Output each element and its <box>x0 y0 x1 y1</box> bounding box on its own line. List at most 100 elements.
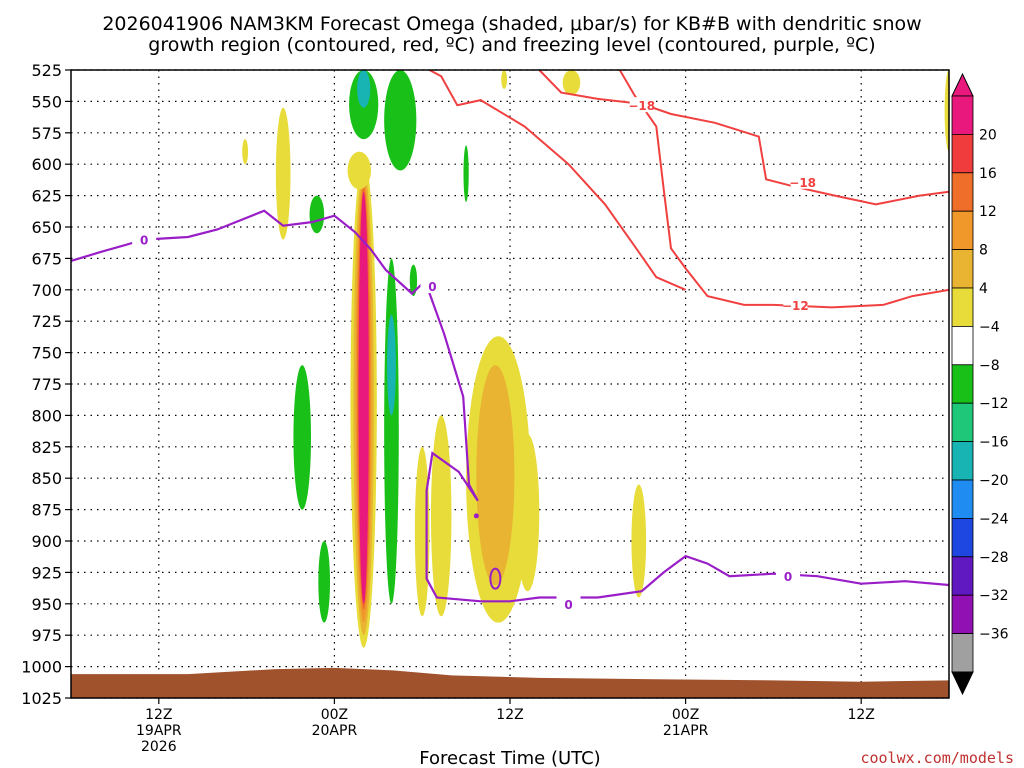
x-tick-label: 00Z <box>321 707 348 723</box>
isotherm-label-bg <box>783 296 808 312</box>
isotherm-label: −18 <box>628 99 655 113</box>
y-tick-label: 875 <box>31 501 62 520</box>
y-tick-label: 575 <box>31 124 62 143</box>
y-tick-label: 850 <box>31 469 62 488</box>
omega-region <box>309 195 325 234</box>
y-tick-label: 725 <box>31 312 62 331</box>
colorbar-tick-label: 4 <box>979 281 988 297</box>
colorbar-tick-label: −32 <box>979 588 1009 604</box>
x-axis-label: Forecast Time (UTC) <box>419 748 600 768</box>
freezing-level-label-bg <box>776 568 801 584</box>
colorbar-tick-label: 8 <box>979 243 988 259</box>
colorbar-swatch <box>951 518 974 558</box>
terrain-surface <box>71 667 949 698</box>
colorbar: 20 16 12 8 4 −4 −8 −12 −16 −20 −24 −28 −32 −36 <box>951 72 1009 696</box>
y-tick-label: 550 <box>31 92 62 111</box>
x-tick-label: 12Z <box>847 707 874 723</box>
y-tick-label: 675 <box>31 249 62 268</box>
y-tick-label: 1000 <box>21 658 62 677</box>
colorbar-swatch <box>951 249 974 289</box>
chart-title-line1: 2026041906 NAM3KM Forecast Omega (shaded… <box>102 13 921 35</box>
x-tick-label: 21APR <box>663 723 709 739</box>
colorbar-tick-label: −28 <box>979 550 1009 566</box>
omega-region <box>501 70 508 89</box>
colorbar-swatch <box>951 402 974 443</box>
y-tick-label: 1025 <box>21 689 62 708</box>
colorbar-tick-label: 12 <box>979 204 997 220</box>
x-tick-label: 2026 <box>141 739 177 755</box>
colorbar-swatch <box>951 556 974 596</box>
isotherm-label-bg <box>790 173 815 189</box>
y-tick-label: 600 <box>31 155 62 174</box>
terrain-fill <box>71 667 949 698</box>
x-tick-label: 19APR <box>136 723 182 739</box>
isotherm-minus18-contour <box>538 70 949 206</box>
isotherm-label: −12 <box>782 299 809 313</box>
omega-region <box>358 191 369 604</box>
y-axis: 525 550 575 600 625 650 675 700 725 750 775 800 825 8… <box>21 61 71 708</box>
y-tick-label: 975 <box>31 626 62 645</box>
colorbar-top-triangle <box>951 72 974 97</box>
colorbar-tick-label: −36 <box>979 627 1009 643</box>
omega-region <box>293 365 311 510</box>
colorbar-swatch <box>951 441 974 481</box>
omega-region <box>476 365 515 585</box>
freezing-level-loop <box>489 567 502 590</box>
y-tick-label: 525 <box>31 61 62 80</box>
freezing-level-dot <box>473 513 479 519</box>
colorbar-tick-label: 16 <box>979 166 997 182</box>
x-tick-label: 00Z <box>672 707 699 723</box>
isotherm-label: −18 <box>789 176 816 190</box>
omega-region <box>275 107 291 240</box>
freezing-level-label: 0 <box>428 280 436 294</box>
colorbar-swatch <box>951 479 974 519</box>
chart-title-line2: growth region (contoured, red, ºC) and f… <box>148 34 875 56</box>
colorbar-swatch <box>951 133 974 174</box>
freezing-level-label: 0 <box>784 570 792 584</box>
omega-shading <box>242 70 949 648</box>
omega-region <box>384 258 399 604</box>
contour-lines: 0 0 0 0 −12 −18 −18 <box>71 70 949 612</box>
grid-lines <box>71 69 949 699</box>
x-tick-label: 20APR <box>312 723 358 739</box>
isotherm-minus12-contour <box>618 70 949 309</box>
x-tick-label: 12Z <box>496 707 523 723</box>
y-tick-label: 800 <box>31 406 62 425</box>
y-tick-label: 625 <box>31 187 62 206</box>
colorbar-tick-label: −16 <box>979 435 1009 451</box>
plot-area: 0 0 0 0 −12 −18 −18 <box>70 69 950 699</box>
omega-region <box>944 70 949 152</box>
omega-region <box>318 541 331 623</box>
credit-text: coolwx.com/models <box>860 749 1014 767</box>
colorbar-bottom-triangle <box>951 671 974 696</box>
colorbar-swatch <box>951 325 974 366</box>
colorbar-tick-label: −4 <box>979 319 1000 335</box>
colorbar-tick-label: −12 <box>979 396 1009 412</box>
isotherm-minus18-contour <box>429 70 686 291</box>
omega-region <box>562 70 581 96</box>
colorbar-swatch <box>951 633 974 673</box>
freezing-level-label: 0 <box>140 234 148 248</box>
freezing-level-contour <box>71 209 949 603</box>
y-tick-label: 700 <box>31 281 62 300</box>
colorbar-tick-label: 20 <box>979 127 997 143</box>
omega-region <box>430 415 452 617</box>
freezing-level-label-bg <box>556 595 581 611</box>
omega-region <box>515 434 540 592</box>
omega-region <box>409 264 418 297</box>
colorbar-tick-label: −24 <box>979 511 1009 527</box>
colorbar-tick-label: −20 <box>979 473 1009 489</box>
y-tick-label: 950 <box>31 595 62 614</box>
y-tick-label: 775 <box>31 375 62 394</box>
colorbar-swatch <box>951 210 974 250</box>
omega-region <box>347 151 371 190</box>
y-tick-label: 925 <box>31 563 62 582</box>
omega-region <box>387 314 396 416</box>
y-tick-label: 650 <box>31 218 62 237</box>
freezing-level-label-bg <box>420 278 445 294</box>
omega-region <box>384 70 417 171</box>
omega-region <box>242 139 249 165</box>
colorbar-swatch <box>951 287 974 327</box>
